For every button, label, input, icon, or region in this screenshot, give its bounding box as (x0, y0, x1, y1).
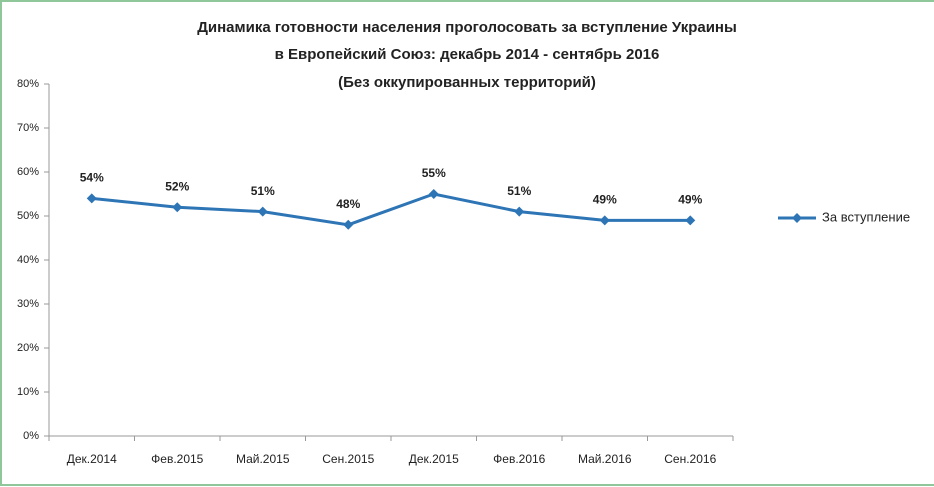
y-tick-label: 30% (17, 298, 39, 310)
y-tick-label: 10% (17, 386, 39, 398)
chart-title: в Европейский Союз: декабрь 2014 - сентя… (275, 46, 660, 63)
legend-marker (792, 213, 802, 223)
chart-title: (Без оккупированных территорий) (338, 74, 596, 91)
marker (599, 215, 610, 226)
x-tick-label: Май.2015 (236, 452, 290, 466)
marker (86, 193, 97, 204)
marker (685, 215, 696, 226)
y-tick-label: 60% (17, 166, 39, 178)
y-tick-label: 0% (23, 430, 39, 442)
data-label: 54% (80, 171, 104, 185)
x-tick-label: Фев.2015 (151, 452, 204, 466)
marker (257, 206, 268, 217)
x-tick-label: Фев.2016 (493, 452, 546, 466)
y-tick-label: 70% (17, 122, 39, 134)
data-label: 49% (593, 193, 617, 207)
x-tick-label: Дек.2014 (67, 452, 117, 466)
marker (172, 202, 183, 213)
chart-title: Динамика готовности населения проголосов… (197, 19, 737, 36)
data-label: 52% (165, 179, 189, 193)
data-label: 51% (507, 184, 531, 198)
series-line (91, 192, 691, 227)
x-tick-label: Май.2016 (578, 452, 632, 466)
y-tick-label: 80% (17, 78, 39, 90)
y-tick-label: 20% (17, 342, 39, 354)
y-tick-label: 50% (17, 210, 39, 222)
x-tick-label: Сен.2016 (664, 452, 716, 466)
legend-label: За вступление (822, 209, 910, 224)
x-tick-label: Сен.2015 (322, 452, 374, 466)
data-label: 55% (422, 166, 446, 180)
x-tick-label: Дек.2015 (409, 452, 459, 466)
data-label: 51% (251, 184, 275, 198)
marker (428, 189, 439, 199)
marker (343, 219, 354, 230)
y-tick-label: 40% (17, 254, 39, 266)
data-label: 49% (678, 193, 702, 207)
marker (514, 206, 525, 217)
data-label: 48% (336, 197, 360, 211)
